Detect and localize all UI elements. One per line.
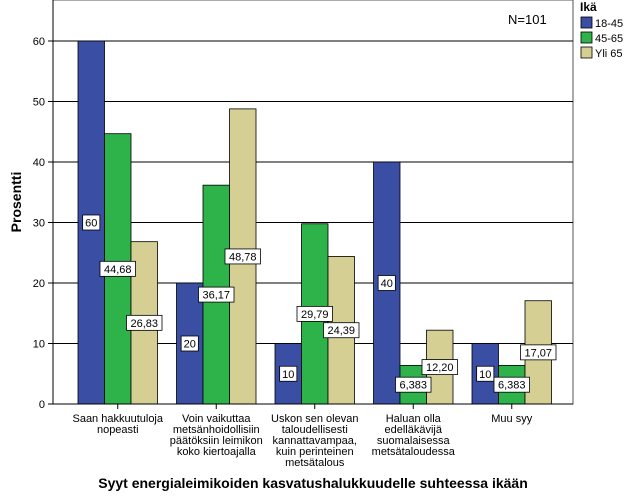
data-label: 10 (279, 365, 298, 382)
svg-text:12,20: 12,20 (426, 362, 454, 374)
data-label: 10 (476, 365, 495, 382)
svg-text:17,07: 17,07 (524, 347, 552, 359)
svg-text:45-65: 45-65 (595, 33, 623, 45)
legend: Ikä 18-45 45-65 Yli 65 (580, 0, 623, 60)
data-label: 6,383 (395, 376, 432, 393)
x-tick-label: Voin vaikuttaa metsänhoidollisiin päätöksi… (170, 413, 263, 458)
data-label: 29,79 (296, 305, 333, 322)
data-label: 26,83 (126, 314, 163, 331)
annotation-n: N=101 (508, 12, 547, 27)
svg-text:6,383: 6,383 (399, 380, 427, 392)
data-label: 48,78 (224, 248, 261, 265)
svg-text:60: 60 (85, 218, 97, 230)
svg-text:Yli 65: Yli 65 (595, 48, 623, 60)
y-tick-label: 50 (33, 97, 45, 109)
data-label: 6,383 (493, 376, 530, 393)
svg-text:26,83: 26,83 (130, 318, 158, 330)
y-tick-label: 10 (33, 339, 45, 351)
data-label: 24,39 (323, 322, 360, 339)
svg-text:40: 40 (381, 278, 393, 290)
svg-text:10: 10 (479, 369, 491, 381)
data-label: 17,07 (520, 344, 557, 361)
x-tick-label: Saan hakkuutuloja nopeasti (72, 413, 163, 436)
y-tick-label: 40 (33, 157, 45, 169)
legend-title: Ikä (580, 0, 597, 14)
data-label: 12,20 (421, 359, 458, 375)
svg-text:48,78: 48,78 (229, 251, 257, 263)
svg-text:36,17: 36,17 (202, 290, 230, 302)
svg-text:18-45: 18-45 (595, 18, 623, 30)
x-tick-label: Muu syy (491, 413, 532, 425)
legend-item-45-65: 45-65 (580, 31, 623, 45)
svg-text:20: 20 (184, 339, 196, 351)
data-label: 36,17 (198, 286, 235, 303)
svg-text:10: 10 (282, 369, 294, 381)
legend-item-yli-65: Yli 65 (580, 46, 623, 60)
x-tick-label: Uskon sen olevan taloudellisesti kannattav… (271, 413, 358, 469)
data-label: 20 (180, 335, 199, 352)
svg-text:44,68: 44,68 (104, 264, 132, 276)
y-tick-label: 60 (33, 36, 45, 48)
data-label: 44,68 (99, 260, 136, 277)
svg-text:6,383: 6,383 (498, 380, 526, 392)
x-axis-title: Syyt energialeimikoiden kasvatushalukkuu… (98, 475, 528, 491)
legend-item-18-45: 18-45 (580, 16, 623, 30)
y-tick-label: 0 (39, 399, 45, 411)
data-labels: 60 44,68 26,83 20 36,17 48,78 10 29,79 24,39 40 6,… (82, 214, 557, 393)
axes: 0 10 20 30 40 50 60 Saan hakkuutuloja nopeasti Vo… (33, 0, 573, 469)
svg-text:24,39: 24,39 (327, 325, 355, 337)
data-label: 40 (377, 275, 396, 291)
y-axis-title: Prosentti (8, 172, 24, 233)
svg-text:29,79: 29,79 (301, 309, 329, 321)
y-tick-label: 30 (33, 218, 45, 230)
y-tick-label: 20 (33, 278, 45, 290)
x-tick-label: Haluan olla edelläkävijä suomalaisessa mets… (372, 413, 456, 458)
data-label: 60 (82, 214, 101, 231)
